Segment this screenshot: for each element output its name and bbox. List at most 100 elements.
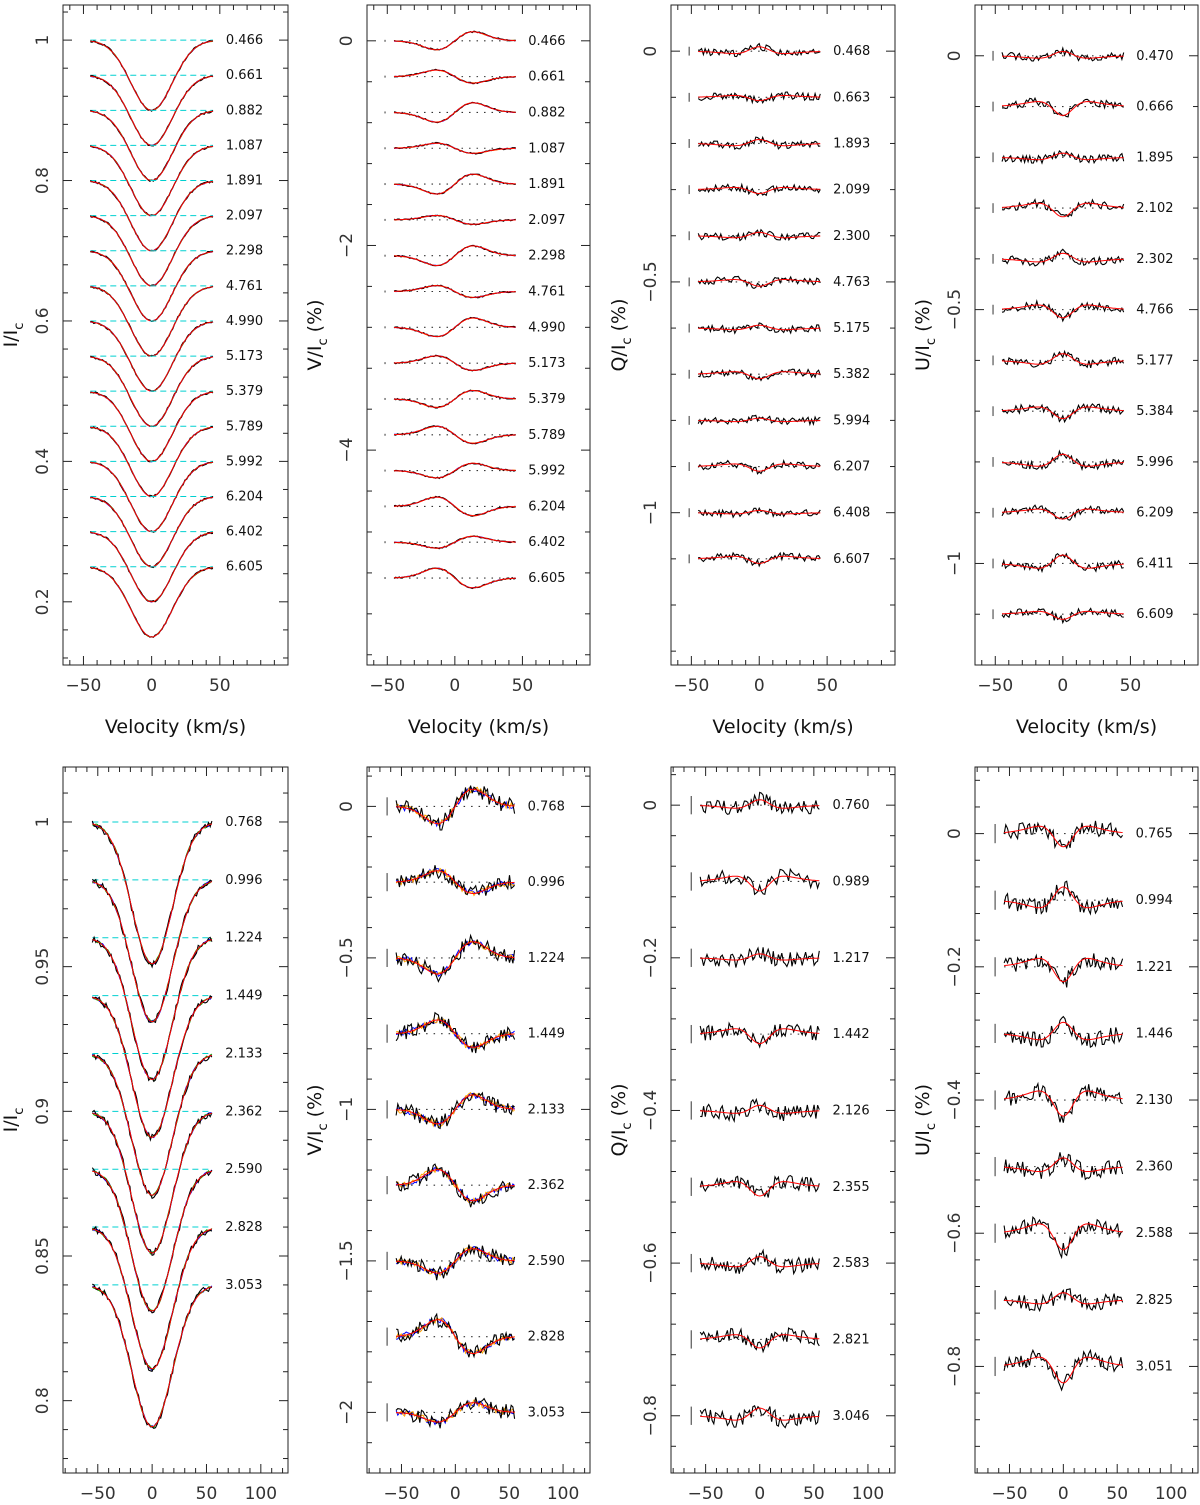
phase-label: 5.994 bbox=[833, 413, 870, 428]
model-profile bbox=[698, 46, 821, 55]
phase-label: 0.661 bbox=[226, 68, 263, 83]
phase-label: 6.209 bbox=[1136, 506, 1173, 521]
plot-frame bbox=[670, 766, 896, 1474]
profile-6.411: 6.411 bbox=[992, 552, 1173, 574]
model-profile bbox=[396, 941, 515, 975]
profile-1.446: 1.446 bbox=[994, 1015, 1173, 1048]
model-profile bbox=[393, 31, 516, 51]
model-profile bbox=[700, 1028, 820, 1045]
profile-2.133: 2.133 bbox=[386, 1091, 565, 1130]
panel-top-I: −50 0 50 Velocity (km/s) 0.2 0.4 0.6 0.8 1 I/Ic 0.… bbox=[0, 4, 289, 738]
profile-0.765: 0.765 bbox=[994, 820, 1173, 850]
y-tick-label: 0.2 bbox=[33, 588, 53, 615]
phase-label: 5.173 bbox=[226, 349, 263, 364]
model-profile bbox=[1001, 406, 1124, 420]
phase-label: 2.126 bbox=[832, 1103, 869, 1118]
plot-frame bbox=[62, 4, 289, 666]
y-tick-label: 0 bbox=[945, 828, 965, 839]
profile-2.102: 2.102 bbox=[992, 198, 1173, 218]
observed-profile bbox=[1003, 1288, 1124, 1313]
model-profile bbox=[1001, 554, 1124, 569]
model-profile bbox=[396, 1019, 515, 1048]
observed-profile bbox=[1003, 1216, 1123, 1260]
x-tick-label: −50 bbox=[673, 676, 709, 696]
y-axis-label: U/Ic (%) bbox=[912, 1084, 939, 1156]
profile-0.989: 0.989 bbox=[690, 867, 870, 896]
model-profile bbox=[700, 1181, 820, 1197]
profile-1.224: 1.224 bbox=[386, 933, 565, 983]
phase-label: 0.666 bbox=[1136, 100, 1173, 115]
phase-label: 2.298 bbox=[226, 244, 263, 259]
model-profile bbox=[393, 535, 516, 549]
profile-0.468: 0.468 bbox=[688, 42, 870, 59]
model-curve-alt2 bbox=[92, 1170, 213, 1312]
observed-profile bbox=[1001, 607, 1124, 625]
observed-profile bbox=[395, 785, 516, 831]
model-profile bbox=[90, 567, 214, 638]
observed-profile bbox=[697, 322, 821, 335]
observed-profile bbox=[1001, 298, 1125, 323]
model-profile bbox=[1004, 886, 1123, 909]
model-profile bbox=[394, 142, 516, 154]
model-profile bbox=[1004, 957, 1123, 983]
profile-5.789: 5.789 bbox=[384, 425, 565, 445]
profile-1.893: 1.893 bbox=[688, 135, 870, 151]
phase-label: 1.224 bbox=[528, 951, 565, 966]
x-tick-label: −50 bbox=[80, 1484, 116, 1504]
model-profile bbox=[393, 355, 516, 371]
phase-label: 2.302 bbox=[1136, 252, 1173, 267]
phase-label: 2.133 bbox=[225, 1046, 262, 1061]
model-profile bbox=[698, 231, 821, 239]
phase-label: 6.609 bbox=[1136, 607, 1173, 622]
profile-4.763: 4.763 bbox=[688, 275, 870, 290]
profile-2.590: 2.590 bbox=[91, 1162, 262, 1314]
profile-5.384: 5.384 bbox=[992, 403, 1173, 424]
panel-bottom-I: −50050100Velocity (km/s)0.80.850.90.951I… bbox=[0, 766, 289, 1504]
phase-label: 2.102 bbox=[1136, 201, 1173, 216]
observed-profile bbox=[698, 551, 821, 568]
observed-profile bbox=[92, 1283, 212, 1430]
profile-2.828: 2.828 bbox=[91, 1220, 262, 1372]
phase-label: 1.446 bbox=[1136, 1026, 1173, 1041]
x-tick-label: −50 bbox=[977, 676, 1013, 696]
model-curve-alt1 bbox=[91, 880, 212, 1023]
phase-label: 5.992 bbox=[528, 464, 565, 479]
phase-label: 0.466 bbox=[226, 33, 263, 48]
model-profile bbox=[393, 425, 516, 444]
model-curve-alt2 bbox=[92, 1053, 213, 1197]
observed-profile bbox=[91, 820, 213, 969]
phase-label: 0.765 bbox=[1136, 827, 1173, 842]
model-profile bbox=[1004, 1090, 1123, 1117]
model-profile bbox=[698, 417, 821, 423]
y-tick-label: −2 bbox=[337, 233, 357, 258]
model-curve-alt1 bbox=[92, 939, 213, 1080]
model-profile bbox=[1001, 453, 1124, 467]
model-profile bbox=[393, 496, 516, 517]
model-curve-alt2 bbox=[92, 822, 213, 965]
phase-label: 2.097 bbox=[528, 213, 565, 228]
model-profile bbox=[698, 94, 821, 102]
profile-0.666: 0.666 bbox=[992, 96, 1173, 118]
observed-profile bbox=[1003, 953, 1124, 988]
model-profile bbox=[394, 173, 516, 195]
model-profile bbox=[393, 69, 516, 84]
x-tick-label: 50 bbox=[803, 1484, 825, 1504]
model-profile bbox=[700, 953, 820, 961]
phase-label: 2.360 bbox=[1136, 1160, 1173, 1175]
profile-6.605: 6.605 bbox=[384, 567, 565, 590]
model-profile bbox=[396, 1402, 515, 1423]
phase-label: 4.766 bbox=[1136, 303, 1173, 318]
phase-label: 5.379 bbox=[226, 384, 263, 399]
profile-0.661: 0.661 bbox=[384, 68, 565, 85]
x-tick-label: 0 bbox=[1058, 1484, 1069, 1504]
observed-profile bbox=[699, 1327, 820, 1354]
phase-label: 6.207 bbox=[833, 460, 870, 475]
y-axis-label: I/Ic bbox=[0, 1108, 27, 1133]
profile-5.996: 5.996 bbox=[992, 449, 1173, 472]
observed-profile bbox=[1001, 96, 1124, 118]
phase-label: 0.470 bbox=[1136, 49, 1173, 64]
model-profile bbox=[396, 1169, 515, 1202]
x-tick-label: 0 bbox=[754, 1484, 765, 1504]
y-tick-label: 1 bbox=[33, 35, 53, 46]
phase-label: 2.130 bbox=[1136, 1093, 1173, 1108]
